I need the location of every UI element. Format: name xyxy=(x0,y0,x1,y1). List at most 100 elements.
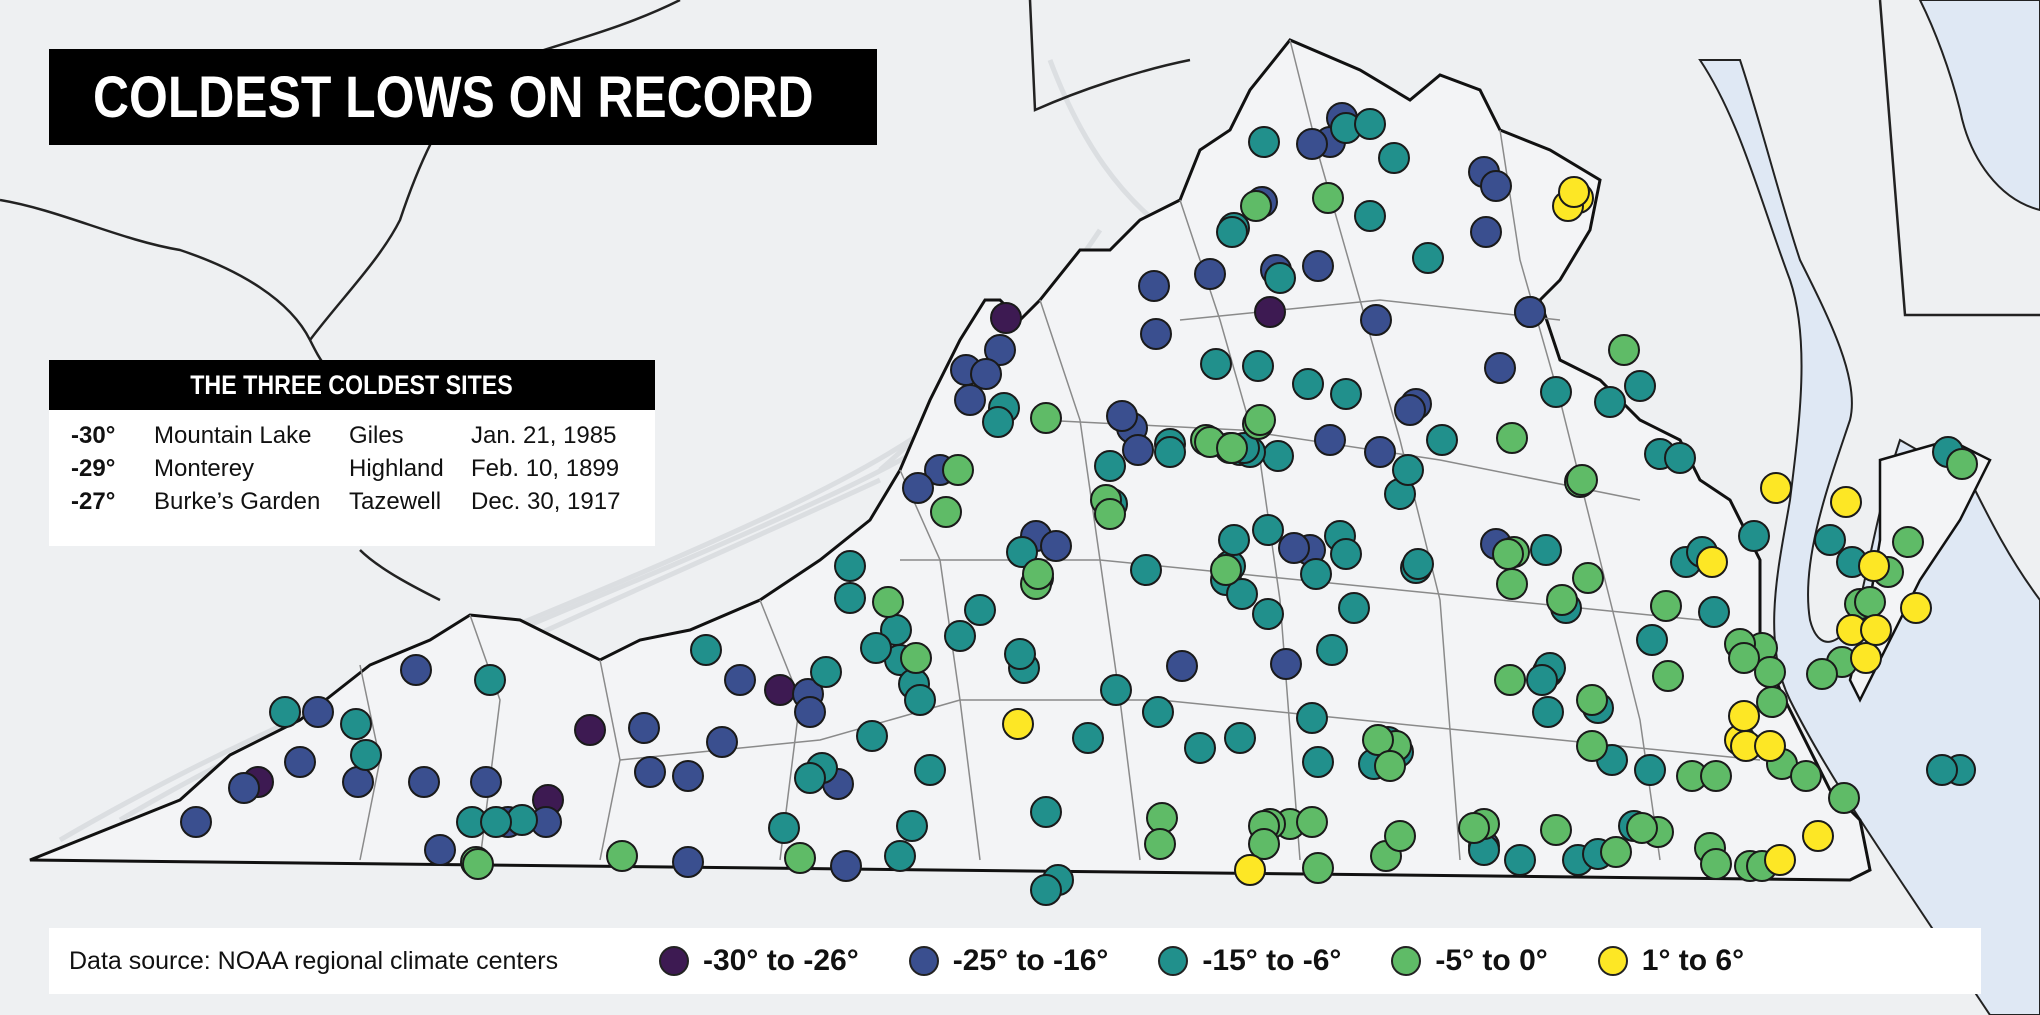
weather-station-marker xyxy=(970,358,1002,390)
coldest-site-row: -27° Burke’s Garden Tazewell Dec. 30, 19… xyxy=(49,488,655,521)
weather-station-marker xyxy=(1626,812,1658,844)
weather-station-marker xyxy=(1830,486,1862,518)
weather-station-marker xyxy=(1492,538,1524,570)
weather-station-marker xyxy=(628,712,660,744)
weather-station-marker xyxy=(1572,562,1604,594)
site-county: Tazewell xyxy=(349,488,442,515)
weather-station-marker xyxy=(1860,614,1892,646)
legend-dot xyxy=(659,946,689,976)
weather-station-marker xyxy=(1296,806,1328,838)
weather-station-marker xyxy=(462,848,494,880)
legend-dot xyxy=(1158,946,1189,976)
weather-station-marker xyxy=(1248,828,1280,860)
weather-station-marker xyxy=(1314,424,1346,456)
weather-station-marker xyxy=(408,766,440,798)
weather-station-marker xyxy=(1402,548,1434,580)
weather-station-marker xyxy=(1138,270,1170,302)
weather-station-marker xyxy=(982,406,1014,438)
weather-station-marker xyxy=(1850,642,1882,674)
weather-station-marker xyxy=(1532,696,1564,728)
weather-station-marker xyxy=(1700,848,1732,880)
site-date: Feb. 10, 1899 xyxy=(471,455,620,482)
weather-station-marker xyxy=(1312,182,1344,214)
weather-station-marker xyxy=(1806,658,1838,690)
weather-station-marker xyxy=(342,766,374,798)
weather-station-marker xyxy=(1154,436,1186,468)
weather-station-marker xyxy=(1624,370,1656,402)
weather-station-marker xyxy=(634,756,666,788)
site-temp: -27° xyxy=(71,488,116,515)
weather-station-marker xyxy=(1360,304,1392,336)
weather-station-marker xyxy=(984,334,1016,366)
weather-station-marker xyxy=(606,840,638,872)
legend-bar: Data source: NOAA regional climate cente… xyxy=(49,928,1981,994)
coldest-site-row: -29° Monterey Highland Feb. 10, 1899 xyxy=(49,455,655,488)
weather-station-marker xyxy=(1634,754,1666,786)
weather-station-marker xyxy=(1392,454,1424,486)
weather-station-marker xyxy=(1738,520,1770,552)
weather-station-marker xyxy=(794,762,826,794)
weather-station-marker xyxy=(269,696,301,728)
weather-station-marker xyxy=(1756,686,1788,718)
weather-station-marker xyxy=(400,654,432,686)
weather-station-marker xyxy=(1210,554,1242,586)
weather-station-marker xyxy=(764,674,796,706)
weather-station-marker xyxy=(1470,216,1502,248)
weather-station-marker xyxy=(1854,586,1886,618)
weather-station-marker xyxy=(1514,296,1546,328)
weather-station-marker xyxy=(1248,126,1280,158)
legend-dot xyxy=(1597,946,1628,976)
weather-station-marker xyxy=(1030,402,1062,434)
weather-station-marker xyxy=(1526,664,1558,696)
weather-station-marker xyxy=(1546,584,1578,616)
weather-station-marker xyxy=(834,582,866,614)
weather-station-marker xyxy=(1006,536,1038,568)
weather-station-marker xyxy=(474,664,506,696)
weather-station-marker xyxy=(1600,836,1632,868)
site-name: Burke’s Garden xyxy=(154,488,321,515)
weather-station-marker xyxy=(860,632,892,664)
weather-station-marker xyxy=(794,696,826,728)
weather-station-marker xyxy=(1412,242,1444,274)
weather-station-marker xyxy=(1302,852,1334,884)
weather-station-marker xyxy=(856,720,888,752)
weather-station-marker xyxy=(1242,350,1274,382)
weather-station-marker xyxy=(900,642,932,674)
weather-station-marker xyxy=(1576,684,1608,716)
legend-dot xyxy=(1391,946,1422,976)
weather-station-marker xyxy=(424,834,456,866)
weather-station-marker xyxy=(724,664,756,696)
weather-station-marker xyxy=(672,760,704,792)
weather-station-marker xyxy=(810,656,842,688)
weather-station-marker xyxy=(1030,796,1062,828)
weather-station-marker xyxy=(1278,532,1310,564)
weather-station-marker xyxy=(1354,108,1386,140)
weather-station-marker xyxy=(1384,820,1416,852)
weather-station-marker xyxy=(1900,592,1932,624)
weather-station-marker xyxy=(1300,558,1332,590)
weather-station-marker xyxy=(1022,558,1054,590)
weather-station-marker xyxy=(1946,448,1978,480)
weather-station-marker xyxy=(954,384,986,416)
legend-item: -25° to -16° xyxy=(908,944,1108,978)
weather-station-marker xyxy=(1664,442,1696,474)
weather-station-marker xyxy=(1244,404,1276,436)
weather-station-marker xyxy=(1270,648,1302,680)
weather-station-marker xyxy=(690,634,722,666)
site-name: Mountain Lake xyxy=(154,422,312,449)
coldest-sites-heading-text: THE THREE COLDEST SITES xyxy=(190,369,514,400)
data-source-note: Data source: NOAA regional climate cente… xyxy=(69,946,559,975)
weather-station-marker xyxy=(1254,296,1286,328)
weather-station-marker xyxy=(1760,472,1792,504)
weather-station-marker xyxy=(1594,386,1626,418)
weather-station-marker xyxy=(1094,498,1126,530)
weather-station-marker xyxy=(1292,368,1324,400)
weather-station-marker xyxy=(1698,596,1730,628)
weather-station-marker xyxy=(884,840,916,872)
coldest-sites-heading: THE THREE COLDEST SITES xyxy=(49,360,655,410)
legend-dot xyxy=(908,946,939,976)
weather-station-marker xyxy=(1558,176,1590,208)
weather-station-marker xyxy=(480,806,512,838)
weather-station-marker xyxy=(180,806,212,838)
weather-station-marker xyxy=(1218,524,1250,556)
